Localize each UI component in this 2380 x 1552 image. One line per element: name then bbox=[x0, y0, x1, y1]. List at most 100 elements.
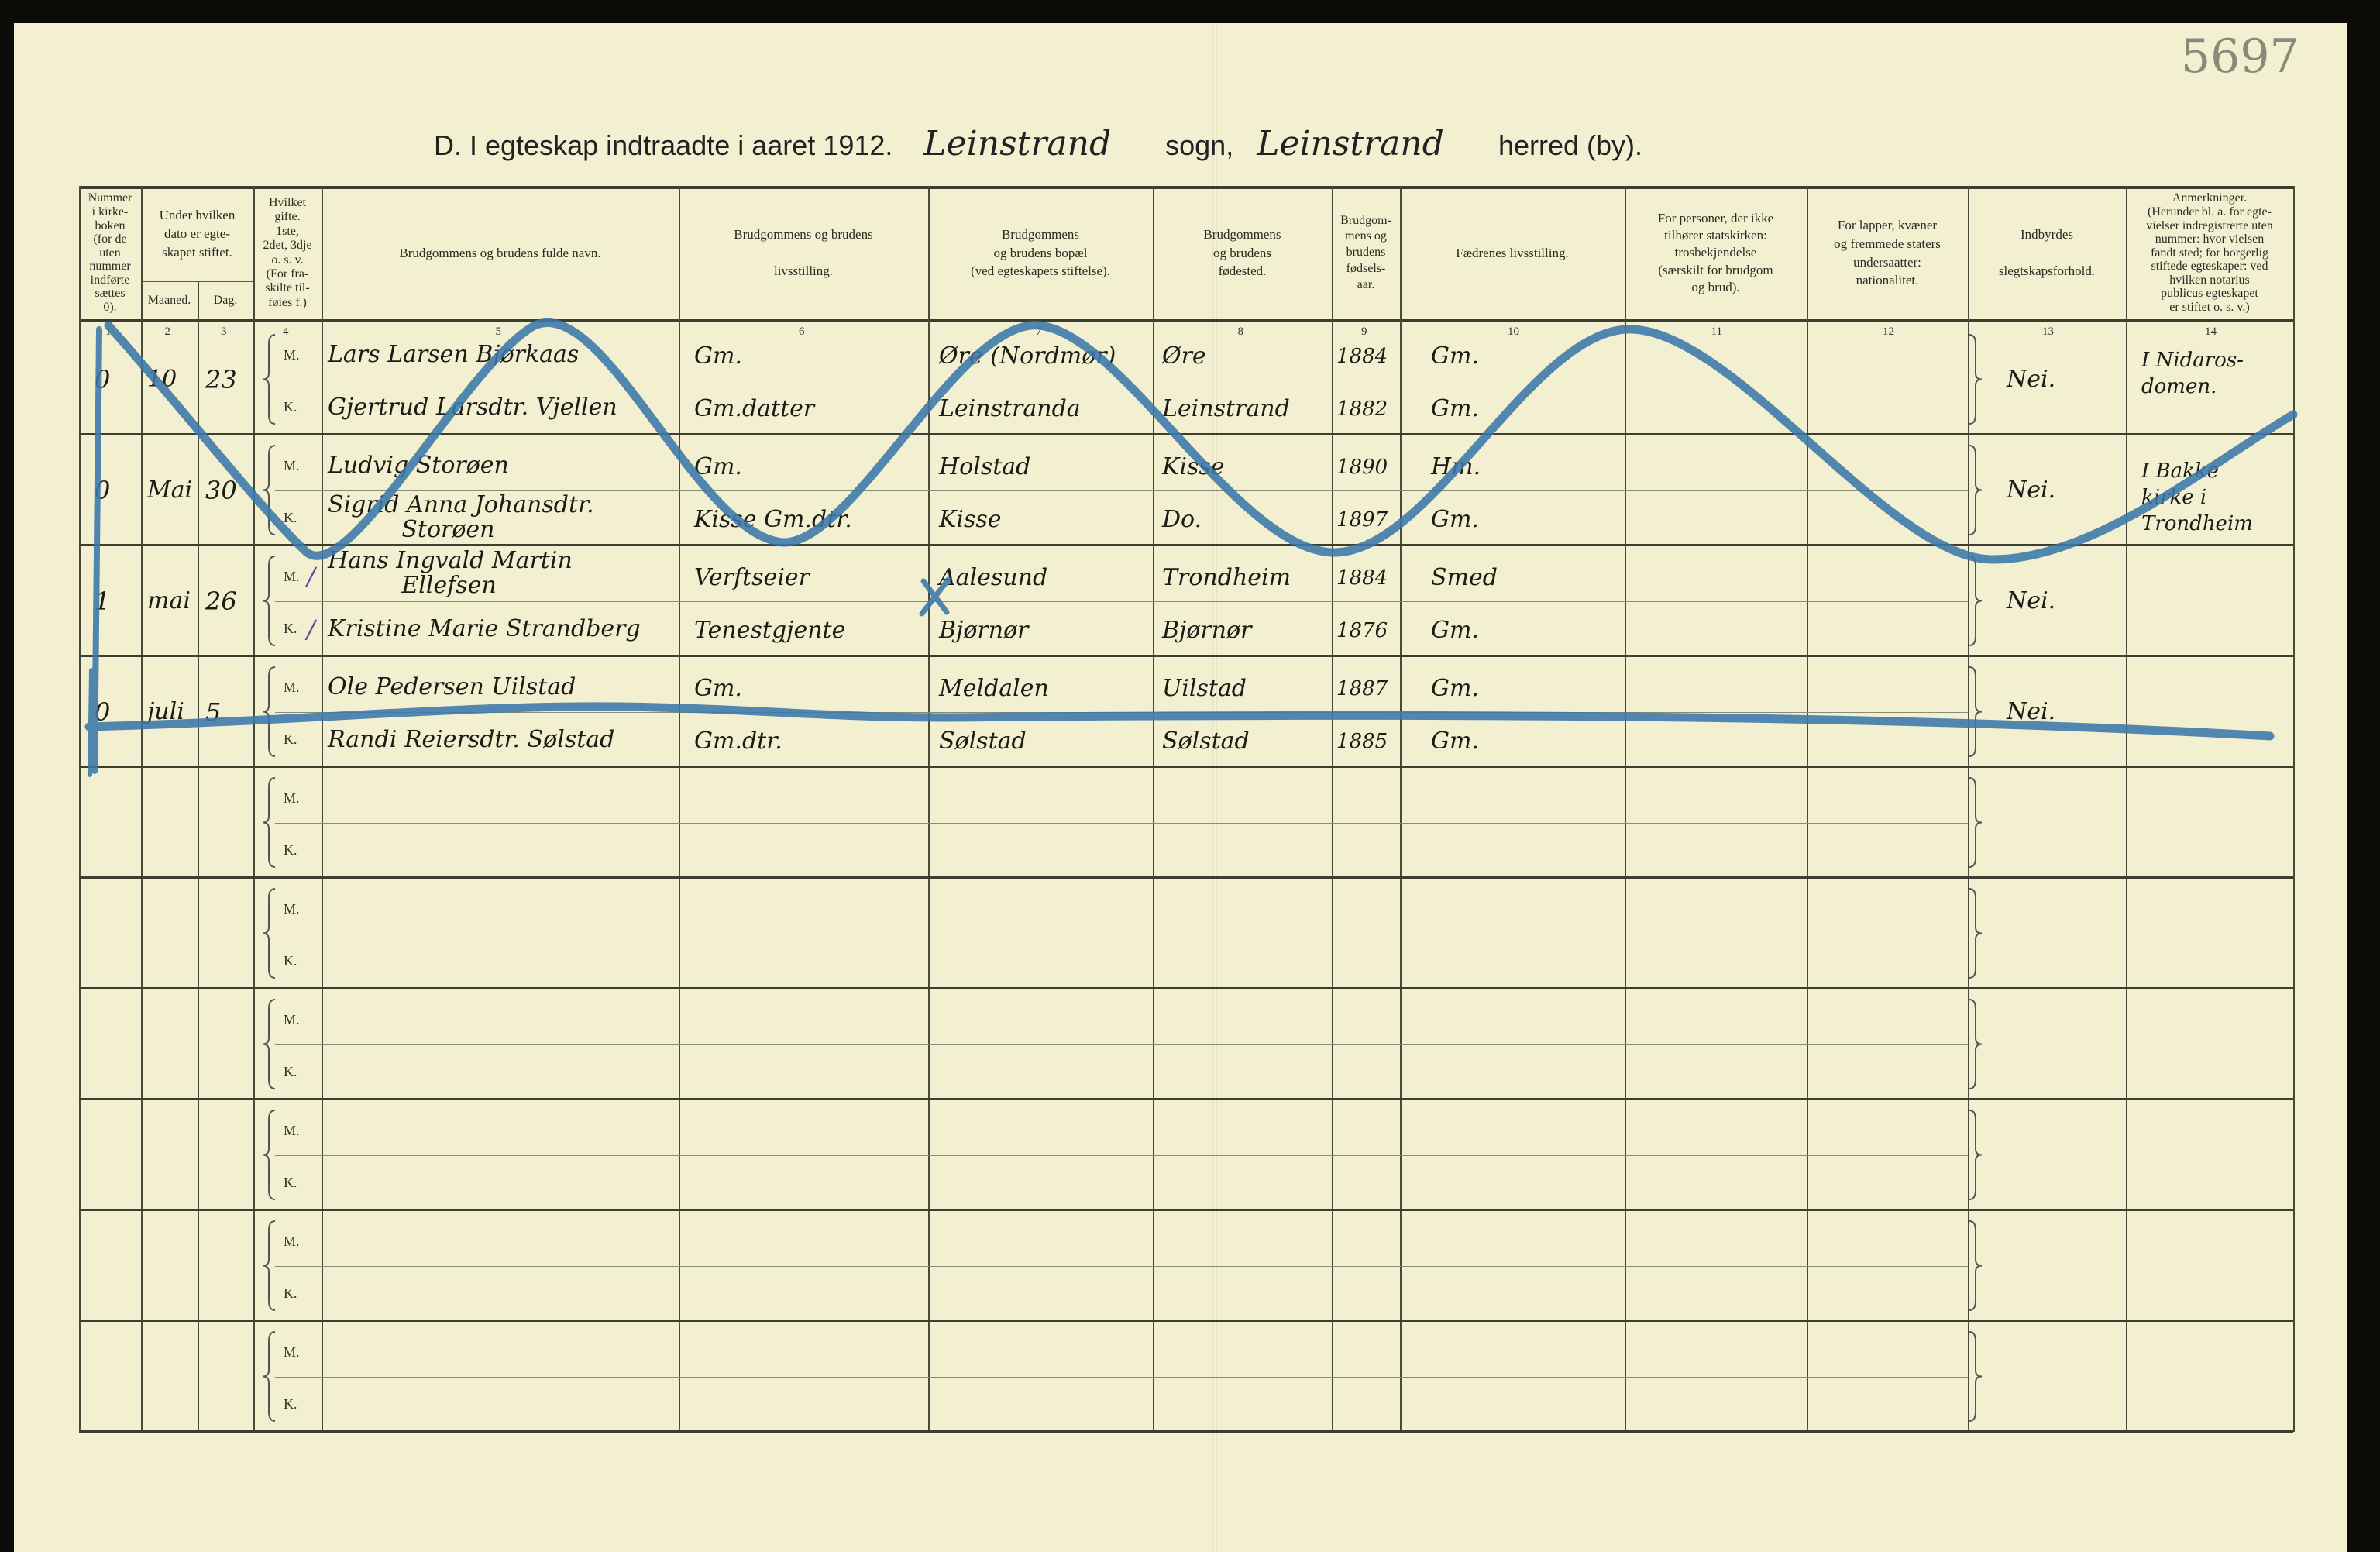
entry-mid-rule bbox=[275, 490, 1968, 491]
column-number: 6 bbox=[799, 325, 805, 338]
header-top-rule bbox=[79, 186, 2293, 189]
bride-father-occupation: Gm. bbox=[1431, 394, 1479, 422]
bride-birthplace: Do. bbox=[1162, 505, 1202, 533]
page-fold bbox=[1212, 23, 1217, 1552]
column-number: 10 bbox=[1508, 325, 1519, 338]
bride-marker: K. bbox=[284, 842, 298, 859]
groom-name: Ludvig Storøen bbox=[328, 452, 509, 479]
bride-residence: Kisse bbox=[939, 505, 1002, 533]
bride-residence: Bjørnør bbox=[939, 616, 1029, 644]
column-divider bbox=[1153, 186, 1154, 1432]
bride-marker: K. bbox=[284, 731, 298, 748]
bride-marker: K. bbox=[284, 621, 298, 637]
district-name: Leinstrand bbox=[1257, 124, 1444, 163]
column-header-c5: Brudgommens og brudens fulde navn. bbox=[399, 245, 601, 260]
entry-brace bbox=[262, 999, 276, 1089]
column-header-c2: Maaned. bbox=[147, 293, 191, 307]
column-header-c1: Nummer i kirke- boken (for de uten numme… bbox=[88, 191, 132, 315]
entry-mid-rule bbox=[275, 1265, 1968, 1267]
column-header-c23: Under hvilken dato er egte- skapet stift… bbox=[159, 208, 236, 260]
column-number: 5 bbox=[495, 325, 502, 338]
entry-separator bbox=[79, 1209, 2293, 1211]
entry-number: 0 bbox=[95, 697, 111, 727]
entry-separator bbox=[79, 1098, 2293, 1100]
column-header-c10: Fædrenes livsstilling. bbox=[1456, 245, 1569, 260]
column-divider bbox=[322, 186, 323, 1432]
bride-marker: K. bbox=[284, 399, 298, 415]
bride-marriage-order: / bbox=[307, 614, 315, 644]
groom-marriage-order: / bbox=[307, 562, 315, 591]
crayon-vertical-line-2 bbox=[88, 668, 94, 777]
column-header-c4: Hvilket gifte. 1ste, 2det, 3dje o. s. v.… bbox=[263, 195, 312, 309]
column-number: 11 bbox=[1711, 325, 1722, 338]
bride-birth-year: 1882 bbox=[1336, 397, 1388, 421]
groom-birth-year: 1884 bbox=[1336, 345, 1388, 368]
column-divider bbox=[79, 186, 81, 1432]
bride-name: Kristine Marie Strandberg bbox=[328, 614, 641, 642]
title-prefix: D. I egteskap indtraadte i aaret 1912. bbox=[434, 129, 893, 161]
bride-name: Gjertrud Larsdtr. Vjellen bbox=[328, 393, 617, 421]
bride-birth-year: 1876 bbox=[1336, 618, 1388, 642]
groom-name: Ole Pedersen Uilstad bbox=[328, 673, 576, 700]
bride-birthplace: Sølstad bbox=[1162, 727, 1250, 755]
bride-residence: Leinstranda bbox=[939, 394, 1081, 422]
column-header-c11: For personer, der ikke tilhører statskir… bbox=[1657, 211, 1774, 294]
groom-father-occupation: Smed bbox=[1431, 564, 1498, 591]
entry-day: 23 bbox=[205, 364, 237, 394]
column-number: 4 bbox=[283, 325, 289, 338]
district-label: herred (by). bbox=[1498, 129, 1643, 161]
column-divider bbox=[928, 186, 930, 1432]
bride-marker: K. bbox=[284, 953, 298, 969]
column-header-c6: Brudgommens og brudens livsstilling. bbox=[734, 226, 873, 279]
entry-day: 26 bbox=[205, 586, 237, 616]
date-subheader-rule bbox=[141, 281, 253, 282]
column-header-c3: Dag. bbox=[213, 293, 238, 307]
header-bottom-rule bbox=[79, 319, 2293, 322]
groom-occupation: Gm. bbox=[694, 675, 742, 702]
bride-name: Randi Reiersdtr. Sølstad bbox=[328, 725, 615, 753]
column-number: 2 bbox=[164, 325, 171, 338]
bride-occupation: Gm.datter bbox=[694, 394, 815, 422]
bride-marker: K. bbox=[284, 1285, 298, 1302]
groom-residence: Aalesund bbox=[939, 564, 1048, 591]
parish-name: Leinstrand bbox=[923, 124, 1112, 163]
entry-mid-rule bbox=[275, 1155, 1968, 1156]
groom-marker: M. bbox=[284, 679, 300, 695]
column-number: 1 bbox=[105, 325, 112, 338]
relation-brace bbox=[1969, 1110, 1983, 1200]
column-divider bbox=[1332, 186, 1333, 1432]
page-title: D. I egteskap indtraadte i aaret 1912. L… bbox=[434, 124, 1642, 163]
groom-birthplace: Trondheim bbox=[1162, 564, 1291, 591]
groom-marker: M. bbox=[284, 790, 300, 806]
kinship-relation: Nei. bbox=[2007, 476, 2056, 504]
bride-marker: K. bbox=[284, 1175, 298, 1191]
column-header-c14: Anmerkninger. (Herunder bl. a. for egte-… bbox=[2146, 191, 2273, 315]
entry-month: Mai bbox=[147, 476, 193, 504]
column-number: 12 bbox=[1883, 325, 1894, 338]
entry-separator bbox=[79, 987, 2293, 989]
relation-brace bbox=[1969, 666, 1983, 757]
crayon-horizontal-line bbox=[84, 702, 2275, 741]
groom-marker: M. bbox=[284, 1011, 300, 1027]
relation-brace bbox=[1969, 999, 1983, 1089]
crayon-wave-line bbox=[104, 318, 2298, 564]
bride-birthplace: Leinstrand bbox=[1162, 394, 1290, 422]
kinship-relation: Nei. bbox=[2007, 587, 2056, 614]
column-header-c12: For lapper, kvæner og fremmede staters u… bbox=[1834, 217, 1941, 288]
entry-brace bbox=[262, 445, 276, 535]
entry-mid-rule bbox=[275, 822, 1968, 824]
entry-brace bbox=[262, 888, 276, 979]
entry-separator bbox=[79, 655, 2293, 657]
relation-brace bbox=[1969, 1220, 1983, 1311]
entry-month: mai bbox=[147, 587, 191, 614]
column-number: 7 bbox=[1036, 325, 1042, 338]
bride-father-occupation: Gm. bbox=[1431, 616, 1479, 644]
column-header-c8: Brudgommens og brudens fødested. bbox=[1203, 226, 1281, 279]
column-divider bbox=[1400, 186, 1402, 1432]
column-number: 13 bbox=[2042, 325, 2054, 338]
entry-brace bbox=[262, 777, 276, 868]
relation-brace bbox=[1969, 1331, 1983, 1422]
column-header-c9: Brudgom- mens og brudens fødsels- aar. bbox=[1340, 213, 1391, 291]
entry-separator bbox=[79, 433, 2293, 435]
